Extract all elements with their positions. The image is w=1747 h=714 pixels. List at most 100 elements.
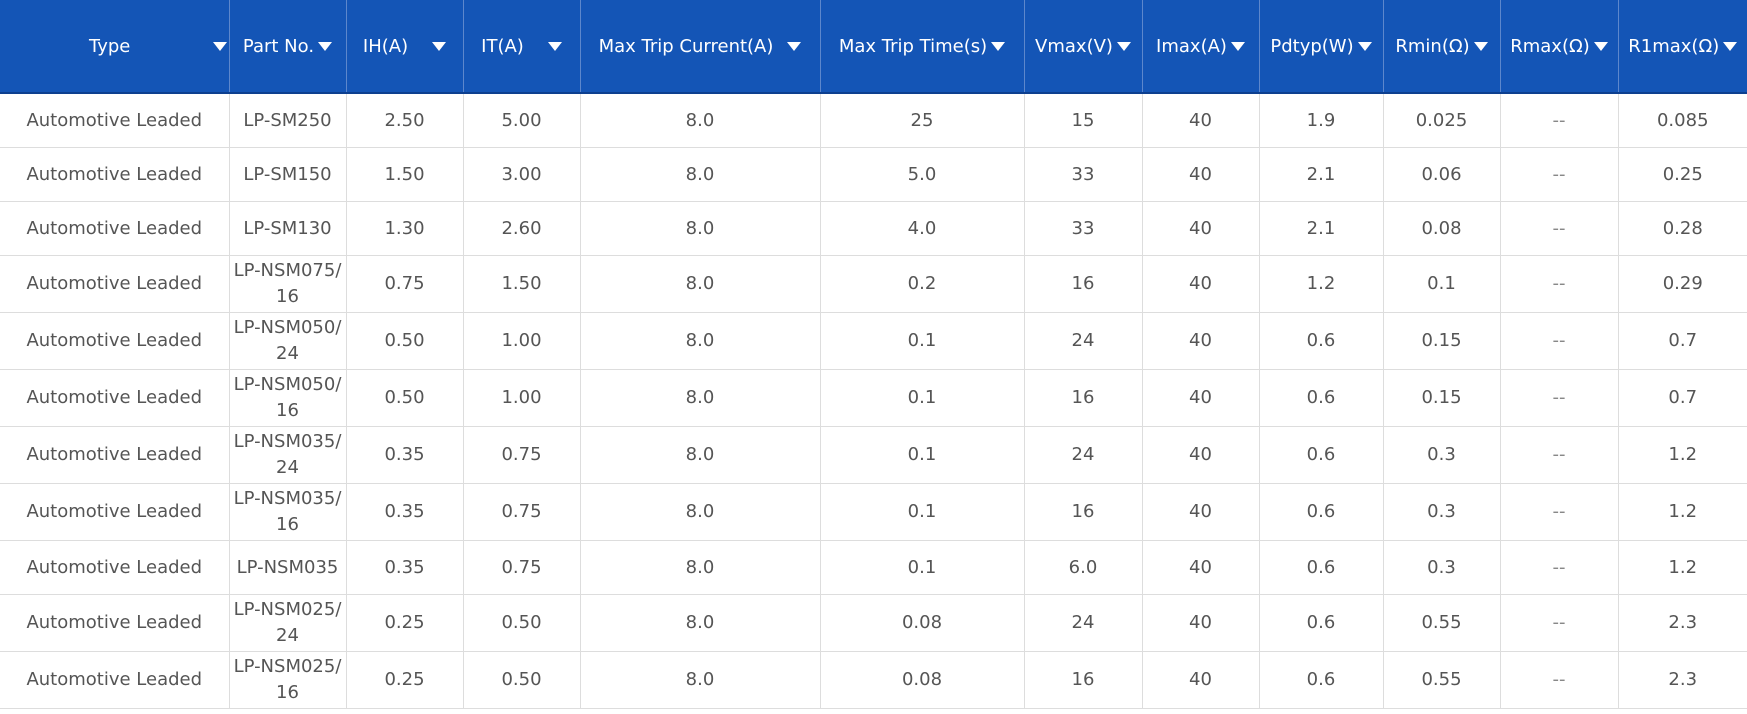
table-row[interactable]: Automotive Leaded LP-NSM035 0.35 0.75 8.0 0.1… [0,540,1747,595]
cell-rmin: 0.55 [1383,651,1501,709]
column-header-max-trip-time[interactable]: Max Trip Time(s) [820,0,1025,94]
cell-ih: 0.50 [346,369,464,427]
table-row[interactable]: Automotive Leaded LP-NSM050/24 0.50 1.00 8.0… [0,312,1747,370]
caret-down-icon[interactable] [213,41,228,51]
cell-max-trip-current: 8.0 [580,426,821,484]
cell-it: 1.00 [463,312,581,370]
cell-r1max: 1.2 [1618,483,1747,541]
cell-max-trip-time: 0.08 [820,651,1025,709]
cell-max-trip-current: 8.0 [580,201,821,256]
caret-down-icon[interactable] [1230,41,1245,51]
cell-rmin: 0.1 [1383,255,1501,313]
cell-ih: 0.25 [346,651,464,709]
column-header-max-trip-current[interactable]: Max Trip Current(A) [580,0,821,94]
cell-rmax: -- [1500,369,1619,427]
table-row[interactable]: Automotive Leaded LP-NSM035/16 0.35 0.75 8.0… [0,483,1747,541]
cell-imax: 40 [1142,312,1260,370]
cell-rmin: 0.3 [1383,483,1501,541]
table-row[interactable]: Automotive Leaded LP-NSM025/16 0.25 0.50 8.0… [0,651,1747,709]
table-row[interactable]: Automotive Leaded LP-SM130 1.30 2.60 8.0 4.0 3… [0,201,1747,256]
caret-down-icon[interactable] [1116,41,1131,51]
column-header-ih[interactable]: IH(A) [346,0,464,94]
table-row[interactable]: Automotive Leaded LP-SM250 2.50 5.00 8.0 25 15… [0,93,1747,148]
cell-type: Automotive Leaded [0,426,230,484]
cell-rmin: 0.15 [1383,369,1501,427]
column-header-imax[interactable]: Imax(A) [1142,0,1260,94]
caret-down-icon[interactable] [787,41,802,51]
caret-down-icon[interactable] [1593,41,1608,51]
cell-imax: 40 [1142,255,1260,313]
caret-down-icon[interactable] [547,41,562,51]
cell-type: Automotive Leaded [0,255,230,313]
cell-rmax: -- [1500,540,1619,595]
cell-ih: 0.35 [346,426,464,484]
cell-max-trip-time: 0.1 [820,369,1025,427]
column-header-label: Pdtyp(W) [1270,35,1354,57]
caret-down-icon[interactable] [1473,41,1488,51]
cell-r1max: 1.2 [1618,426,1747,484]
caret-down-icon[interactable] [318,41,333,51]
cell-it: 0.50 [463,651,581,709]
cell-r1max: 0.085 [1618,93,1747,148]
cell-type: Automotive Leaded [0,483,230,541]
cell-max-trip-time: 0.1 [820,540,1025,595]
column-header-part-no[interactable]: Part No. [229,0,347,94]
cell-ih: 0.75 [346,255,464,313]
cell-ih: 1.30 [346,201,464,256]
table-row[interactable]: Automotive Leaded LP-NSM050/16 0.50 1.00 8.0… [0,369,1747,427]
cell-imax: 40 [1142,540,1260,595]
column-header-label: R1max(Ω) [1628,35,1720,57]
column-header-label: Part No. [242,35,315,57]
cell-max-trip-time: 0.1 [820,426,1025,484]
cell-r1max: 0.7 [1618,312,1747,370]
column-header-label: Rmax(Ω) [1510,35,1590,57]
table-row[interactable]: Automotive Leaded LP-SM150 1.50 3.00 8.0 5.0 3… [0,147,1747,202]
cell-ih: 1.50 [346,147,464,202]
column-header-it[interactable]: IT(A) [463,0,581,94]
table-row[interactable]: Automotive Leaded LP-NSM035/24 0.35 0.75 8.0… [0,426,1747,484]
cell-type: Automotive Leaded [0,312,230,370]
cell-part-no: LP-NSM025/16 [229,651,347,709]
cell-max-trip-time: 0.1 [820,312,1025,370]
column-header-rmax[interactable]: Rmax(Ω) [1500,0,1619,94]
cell-max-trip-current: 8.0 [580,651,821,709]
cell-imax: 40 [1142,93,1260,148]
cell-rmin: 0.55 [1383,594,1501,652]
cell-imax: 40 [1142,483,1260,541]
cell-it: 0.75 [463,483,581,541]
cell-max-trip-time: 25 [820,93,1025,148]
cell-max-trip-time: 0.08 [820,594,1025,652]
table-row[interactable]: Automotive Leaded LP-NSM075/16 0.75 1.50 8.0… [0,255,1747,313]
cell-ih: 0.50 [346,312,464,370]
cell-ih: 2.50 [346,93,464,148]
table-row[interactable]: Automotive Leaded LP-NSM025/24 0.25 0.50 8.0… [0,594,1747,652]
cell-pdtyp: 0.6 [1259,594,1384,652]
caret-down-icon[interactable] [432,41,447,51]
column-header-label: IT(A) [481,35,524,57]
column-header-r1max[interactable]: R1max(Ω) [1618,0,1747,94]
column-header-vmax[interactable]: Vmax(V) [1024,0,1143,94]
cell-vmax: 33 [1024,147,1143,202]
cell-type: Automotive Leaded [0,594,230,652]
cell-type: Automotive Leaded [0,201,230,256]
caret-down-icon[interactable] [991,41,1006,51]
column-header-pdtyp[interactable]: Pdtyp(W) [1259,0,1384,94]
column-header-rmin[interactable]: Rmin(Ω) [1383,0,1501,94]
column-header-label: IH(A) [362,35,409,57]
cell-rmax: -- [1500,201,1619,256]
header-row: Type Part No. IH(A) IT(A) Max Trip Curre… [0,0,1747,94]
cell-max-trip-current: 8.0 [580,93,821,148]
caret-down-icon[interactable] [1723,41,1738,51]
cell-rmax: -- [1500,594,1619,652]
cell-imax: 40 [1142,369,1260,427]
cell-max-trip-current: 8.0 [580,540,821,595]
cell-max-trip-time: 4.0 [820,201,1025,256]
cell-r1max: 1.2 [1618,540,1747,595]
column-header-type[interactable]: Type [0,0,230,94]
cell-ih: 0.25 [346,594,464,652]
cell-max-trip-time: 0.1 [820,483,1025,541]
cell-vmax: 33 [1024,201,1143,256]
column-header-label: Rmin(Ω) [1395,35,1470,57]
caret-down-icon[interactable] [1357,41,1372,51]
